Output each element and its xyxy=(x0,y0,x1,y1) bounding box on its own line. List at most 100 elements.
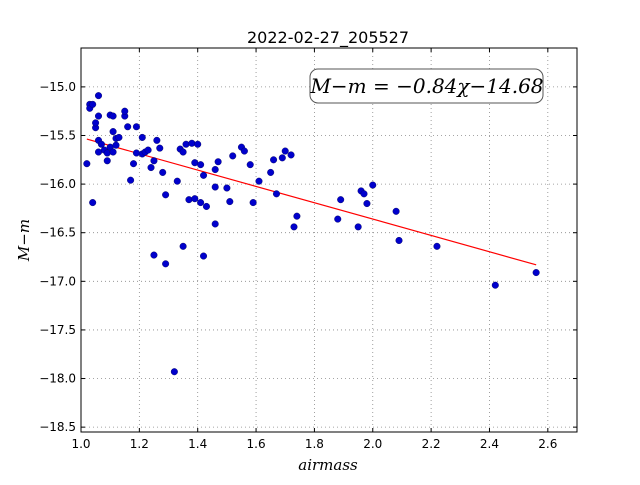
data-point xyxy=(95,112,103,120)
data-point xyxy=(211,166,219,174)
y-tick-label: −15.5 xyxy=(39,128,76,142)
data-point xyxy=(153,136,161,144)
data-point xyxy=(334,215,342,223)
data-point xyxy=(89,100,97,108)
data-point xyxy=(179,148,187,156)
data-point xyxy=(127,176,135,184)
x-tick-label: 2.2 xyxy=(422,437,441,451)
data-point xyxy=(103,149,111,157)
data-point xyxy=(109,148,117,156)
data-point xyxy=(138,133,146,141)
data-point xyxy=(97,140,105,148)
data-point xyxy=(293,212,301,220)
fit-line xyxy=(86,138,537,266)
data-point xyxy=(278,154,286,162)
data-point xyxy=(290,223,298,231)
y-tick-label: −15.0 xyxy=(39,80,76,94)
data-point xyxy=(132,149,140,157)
data-point xyxy=(144,146,152,154)
data-point xyxy=(369,181,377,189)
x-axis-label: airmass xyxy=(298,456,358,474)
data-point xyxy=(229,152,237,160)
x-tick-label: 2.0 xyxy=(363,437,382,451)
data-point xyxy=(287,151,295,159)
y-axis-label: M−m xyxy=(15,219,33,262)
fit-equation-box: M−m = −0.84χ−14.68 xyxy=(309,68,544,104)
x-tick-label: 1.2 xyxy=(130,437,149,451)
data-point xyxy=(392,207,400,215)
data-point xyxy=(197,161,205,169)
data-point xyxy=(124,123,132,131)
data-points xyxy=(83,92,540,376)
x-tick-label: 1.0 xyxy=(71,437,90,451)
data-point xyxy=(162,191,170,199)
y-tick-label: −18.5 xyxy=(39,420,76,434)
data-point xyxy=(395,236,403,244)
data-point xyxy=(246,161,254,169)
data-point xyxy=(214,158,222,166)
y-tick-label: −16.5 xyxy=(39,226,76,240)
fit-equation-frame xyxy=(309,68,544,104)
data-point xyxy=(115,133,123,141)
data-point xyxy=(532,269,540,277)
data-point xyxy=(202,202,210,210)
data-point xyxy=(491,281,499,289)
data-point xyxy=(191,195,199,203)
data-point xyxy=(170,368,178,376)
chart-title: 2022-02-27_205527 xyxy=(247,28,409,48)
data-point xyxy=(179,242,187,250)
x-tick-label: 1.4 xyxy=(188,437,207,451)
data-point xyxy=(92,119,100,127)
data-point xyxy=(121,107,129,115)
data-point xyxy=(150,157,158,165)
y-tick-label: −17.5 xyxy=(39,323,76,337)
data-point xyxy=(173,177,181,185)
data-point xyxy=(130,160,138,168)
data-point xyxy=(200,252,208,260)
x-tick-label: 1.8 xyxy=(305,437,324,451)
data-point xyxy=(147,164,155,172)
x-tick-label: 1.6 xyxy=(247,437,266,451)
data-point xyxy=(270,156,278,164)
data-point xyxy=(226,198,234,206)
data-point xyxy=(95,148,103,156)
data-point xyxy=(360,190,368,198)
data-point xyxy=(211,220,219,228)
data-point xyxy=(182,140,190,148)
data-point xyxy=(240,147,248,155)
x-tick-label: 2.6 xyxy=(538,437,557,451)
data-point xyxy=(211,183,219,191)
data-point xyxy=(162,260,170,268)
data-point xyxy=(150,251,158,259)
data-point xyxy=(255,177,263,185)
x-tick-label: 2.4 xyxy=(480,437,499,451)
x-axis-ticks: 1.0 1.2 1.4 1.6 1.8 2.0 2.2 2.4 2.6 xyxy=(71,48,557,451)
data-point xyxy=(109,112,117,120)
data-point xyxy=(159,168,167,176)
fit-line-group xyxy=(86,138,537,266)
y-tick-label: −16.0 xyxy=(39,177,76,191)
data-point xyxy=(281,147,289,155)
data-point xyxy=(191,159,199,167)
data-point xyxy=(354,223,362,231)
data-point xyxy=(132,123,140,131)
data-point xyxy=(194,140,202,148)
data-point xyxy=(272,190,280,198)
data-point xyxy=(95,92,103,100)
data-point xyxy=(185,196,193,204)
y-tick-label: −17.0 xyxy=(39,274,76,288)
data-point xyxy=(103,157,111,165)
data-point xyxy=(337,196,345,204)
data-point xyxy=(249,199,257,207)
data-point xyxy=(363,200,371,208)
data-point xyxy=(109,128,117,136)
y-axis-ticks: −15.0 −15.5 −16.0 −16.5 −17.0 −17.5 −18.0 −18.5 xyxy=(39,80,577,434)
data-point xyxy=(112,141,120,149)
data-point xyxy=(188,139,196,147)
grid xyxy=(80,48,577,432)
fit-equation-text: M−m = −0.84χ−14.68 xyxy=(309,74,543,98)
data-point xyxy=(223,184,231,192)
plot-frame xyxy=(80,47,578,433)
